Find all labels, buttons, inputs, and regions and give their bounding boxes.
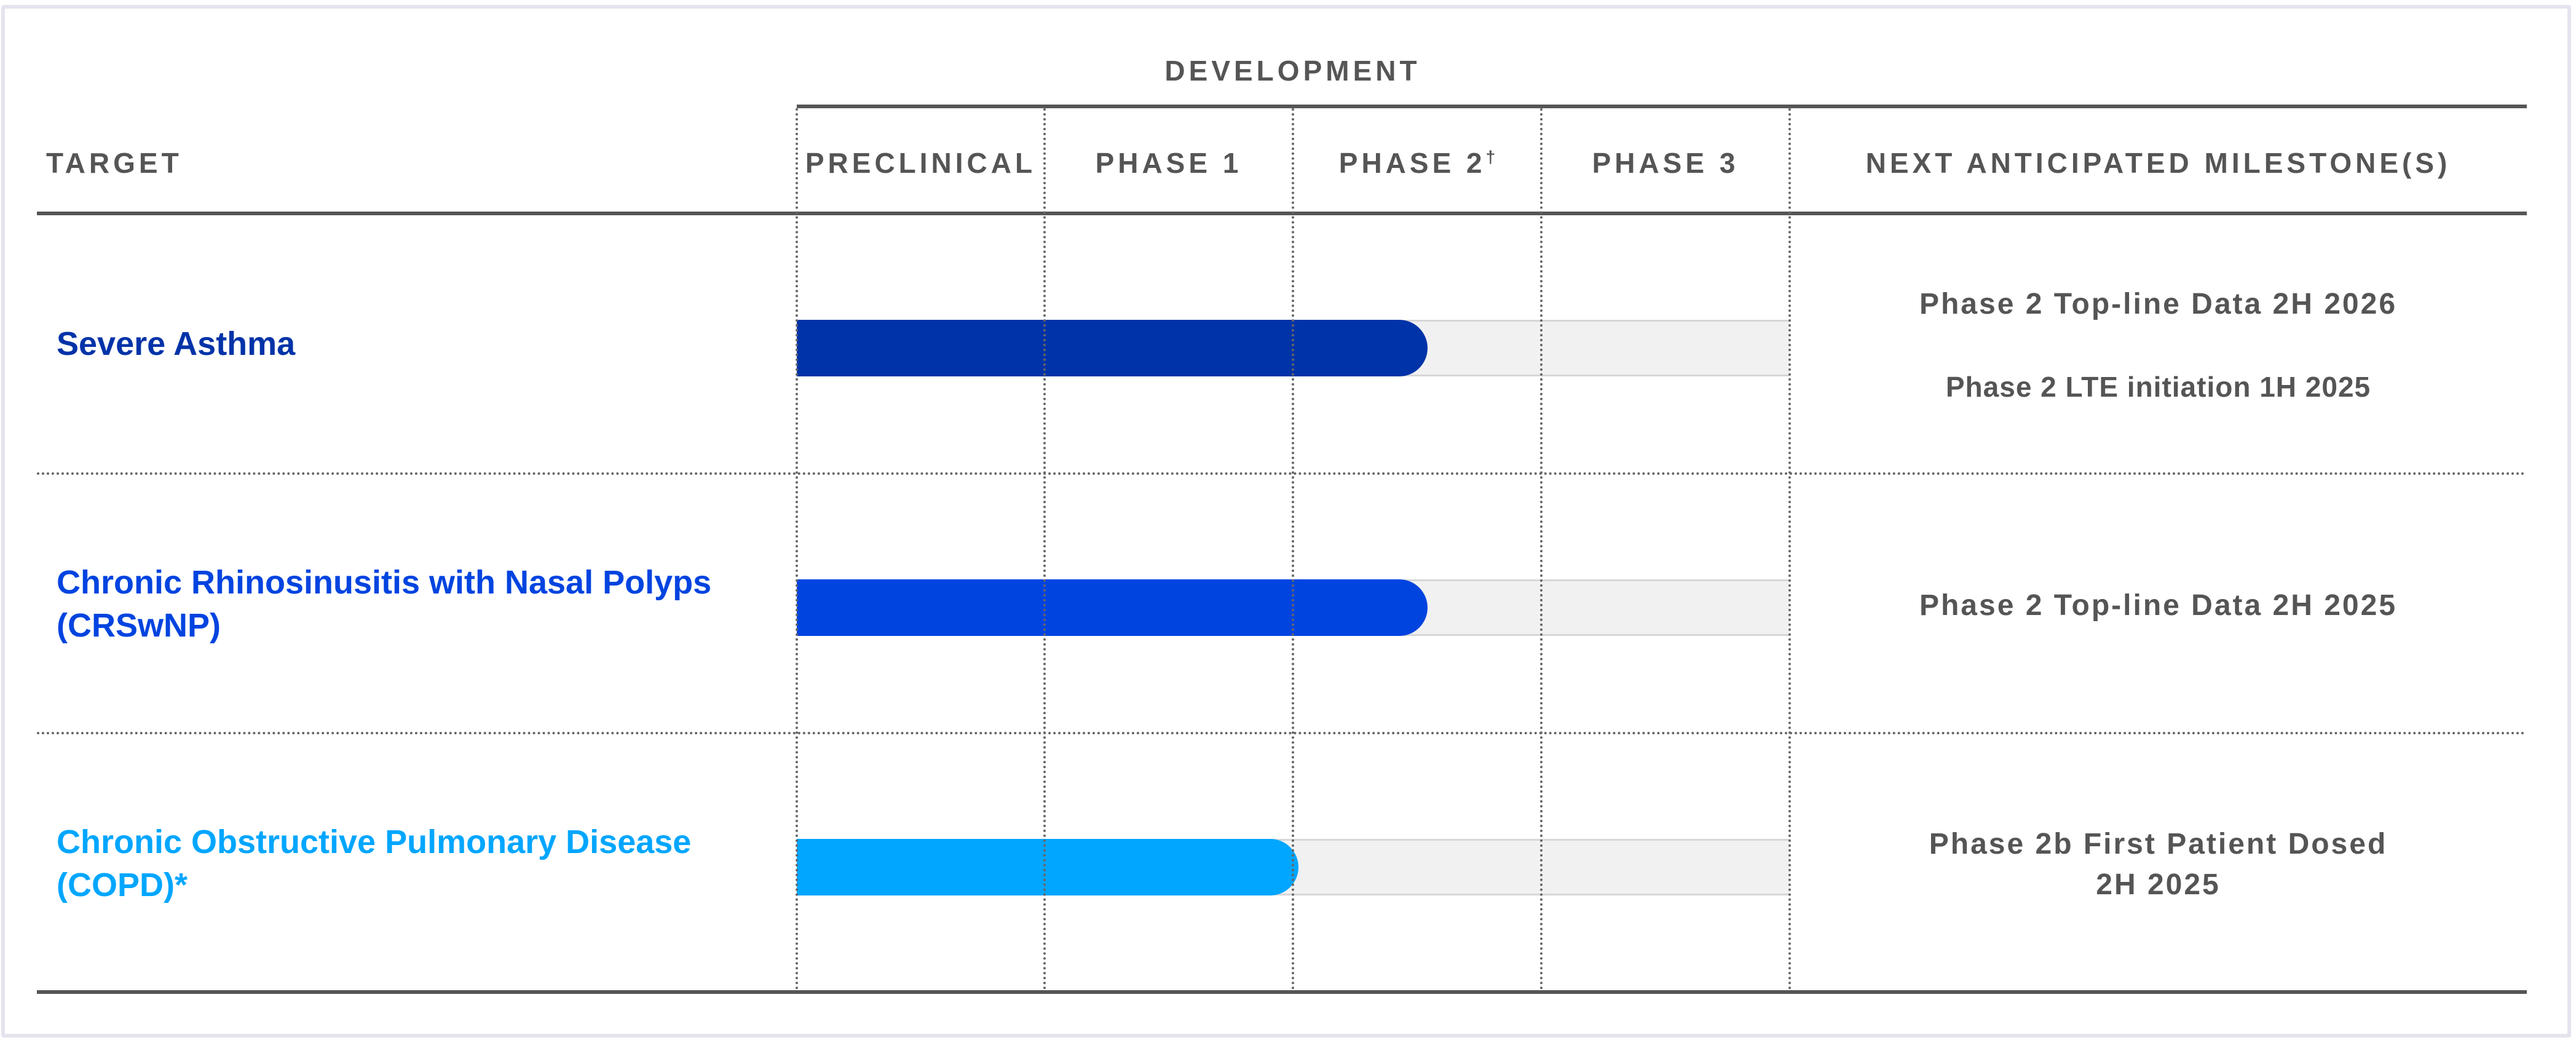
milestone-text: 2H 2025: [2096, 868, 2221, 901]
development-rule: [797, 105, 2527, 108]
phase-header-phase-2: PHASE 2†: [1293, 146, 1541, 180]
target-crswnp: Chronic Rhinosinusitis with Nasal Polyps…: [57, 564, 712, 644]
progress-bar: [797, 320, 1428, 376]
row-divider: [37, 472, 2527, 475]
target-column-header: TARGET: [46, 147, 183, 179]
milestone-cell: Phase 2 LTE initiation 1H 2025: [1790, 367, 2527, 407]
phase-header-phase-1: PHASE 1: [1045, 146, 1293, 180]
phase-label: PHASE 2: [1338, 147, 1486, 179]
milestone-cell: Phase 2 Top-line Data 2H 2025: [1790, 585, 2527, 626]
column-divider: [1788, 108, 1791, 990]
table-bottom-rule: [37, 990, 2527, 994]
target-copd: Chronic Obstructive Pulmonary Disease (C…: [57, 824, 692, 903]
progress-bar: [797, 579, 1428, 636]
phase-header-phase-3: PHASE 3: [1541, 146, 1790, 180]
milestone-text: Phase 2 LTE initiation 1H 2025: [1945, 371, 2371, 403]
development-header: DEVELOPMENT: [1164, 55, 1421, 87]
row-divider: [37, 732, 2527, 734]
milestone-cell: Phase 2 Top-line Data 2H 2026: [1790, 284, 2527, 325]
column-divider: [1540, 108, 1543, 990]
milestone-text: Phase 2 Top-line Data 2H 2025: [1919, 589, 2398, 622]
phase-header-preclinical: PRECLINICAL: [797, 146, 1045, 180]
milestone-text: Phase 2b First Patient Dosed: [1929, 828, 2388, 860]
phase-label: PRECLINICAL: [805, 147, 1037, 179]
phase-sup: †: [1485, 147, 1496, 167]
target-severe-asthma: Severe Asthma: [57, 325, 296, 362]
milestone-text: Phase 2 Top-line Data 2H 2026: [1919, 288, 2398, 320]
milestone-cell: Phase 2b First Patient Dosed 2H 2025: [1790, 824, 2527, 905]
pipeline-frame: [1, 5, 2571, 1038]
phase-label: PHASE 1: [1095, 147, 1243, 179]
column-divider: [1043, 108, 1046, 990]
phase-label: PHASE 3: [1592, 147, 1739, 179]
milestones-column-header: NEXT ANTICIPATED MILESTONE(S): [1865, 147, 2451, 179]
column-divider: [796, 108, 798, 990]
progress-bar: [797, 839, 1298, 895]
header-bottom-rule: [37, 212, 2527, 215]
column-divider: [1292, 108, 1294, 990]
